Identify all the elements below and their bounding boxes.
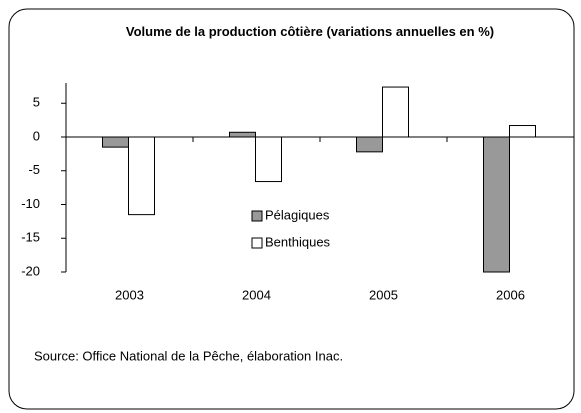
legend-swatch (251, 210, 263, 222)
bar (128, 136, 155, 216)
frame (8, 8, 575, 410)
bar (255, 136, 282, 183)
bar (102, 136, 129, 148)
y-tick-label: -20 (21, 263, 40, 278)
bar (229, 131, 256, 138)
x-tick-label: 2004 (242, 287, 271, 302)
y-tick-label: 5 (33, 95, 40, 110)
y-tick-label: 0 (33, 128, 40, 143)
legend-label: Pélagiques (265, 207, 330, 222)
x-tick-label: 2005 (369, 287, 398, 302)
chart-title: Volume de la production côtière (variati… (125, 24, 495, 39)
bar (356, 136, 383, 153)
x-tick-label: 2006 (496, 287, 525, 302)
y-tick-label: -15 (21, 230, 40, 245)
bar (509, 125, 536, 138)
legend-label: Benthiques (265, 234, 331, 249)
x-tick-label: 2003 (115, 287, 144, 302)
bar (382, 86, 409, 138)
bar (483, 136, 510, 273)
legend-swatch (251, 237, 263, 249)
y-tick-label: -10 (21, 196, 40, 211)
y-tick-label: -5 (28, 162, 40, 177)
source-note: Source: Office National de la Pêche, éla… (34, 348, 343, 363)
